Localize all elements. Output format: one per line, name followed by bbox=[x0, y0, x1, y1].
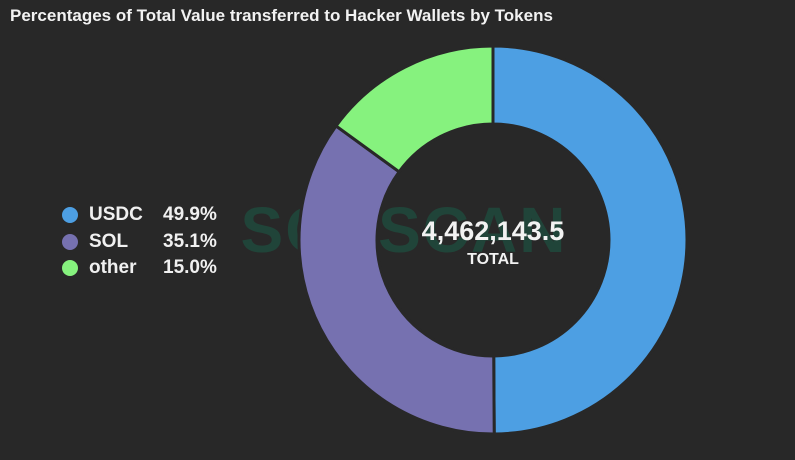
center-total-value: 4,462,143.5 bbox=[422, 216, 565, 246]
chart-legend: USDC 49.9% SOL 35.1% other 15.0% bbox=[62, 202, 225, 282]
legend-item-sol[interactable]: SOL 35.1% bbox=[62, 229, 225, 256]
watermark-logo: SOLSCAN bbox=[241, 194, 568, 266]
legend-item-usdc[interactable]: USDC 49.9% bbox=[62, 202, 225, 229]
donut-slice-other[interactable] bbox=[333, 44, 495, 174]
legend-item-other[interactable]: other 15.0% bbox=[62, 255, 225, 282]
legend-value-usdc: 49.9% bbox=[163, 204, 217, 226]
center-total-caption: TOTAL bbox=[467, 251, 519, 268]
legend-swatch-sol bbox=[62, 233, 78, 250]
donut-slice-sol[interactable] bbox=[297, 123, 496, 436]
legend-value-sol: 35.1% bbox=[163, 230, 217, 252]
legend-label-sol: SOL bbox=[89, 230, 129, 252]
legend-label-usdc: USDC bbox=[89, 204, 143, 226]
legend-swatch-other bbox=[62, 260, 78, 277]
donut-slices bbox=[297, 44, 689, 436]
donut-slice-usdc[interactable] bbox=[491, 44, 689, 436]
chart-title: Percentages of Total Value transferred t… bbox=[10, 6, 553, 25]
legend-label-other: other bbox=[89, 257, 137, 279]
legend-value-other: 15.0% bbox=[163, 257, 217, 279]
legend-swatch-usdc bbox=[62, 207, 78, 224]
